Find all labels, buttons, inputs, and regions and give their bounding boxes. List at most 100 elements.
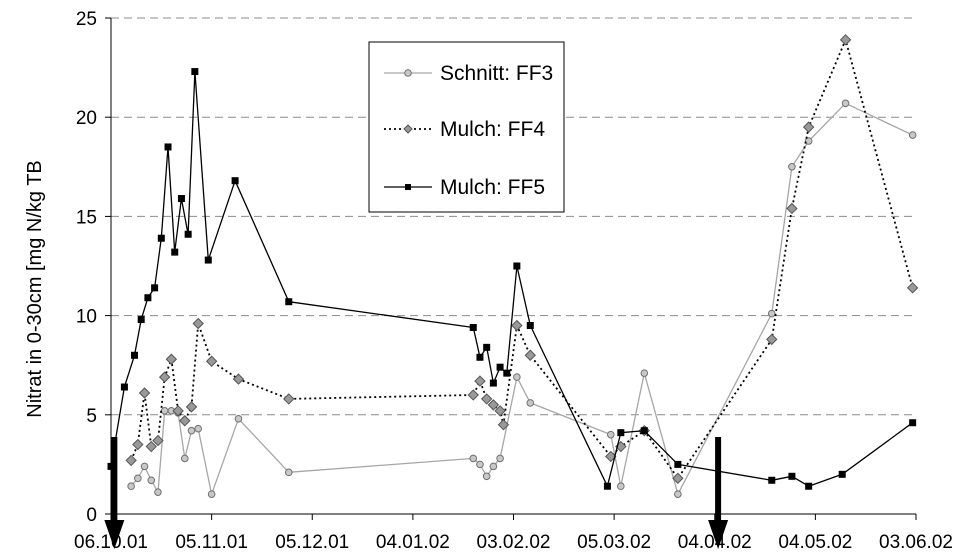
data-point: [503, 369, 511, 377]
data-point: [640, 369, 649, 377]
data-point: [482, 472, 491, 481]
data-point: [617, 429, 625, 437]
data-point: [120, 383, 128, 391]
data-point: [496, 363, 504, 371]
data-point: [513, 262, 521, 270]
data-point: [125, 454, 137, 467]
series-mulch-ff4: [125, 34, 919, 484]
data-point: [152, 434, 164, 447]
x-tick-label: 03.02.02: [477, 532, 551, 553]
data-point: [476, 460, 484, 469]
data-point: [207, 490, 216, 498]
data-point: [157, 234, 165, 242]
data-point: [640, 427, 648, 435]
data-point: [284, 468, 293, 477]
data-point: [804, 137, 813, 145]
data-point: [483, 343, 491, 351]
series-line: [110, 70, 913, 487]
x-tick-label: 04.05.02: [778, 532, 852, 553]
x-tick-label: 04.01.02: [376, 532, 450, 553]
data-point: [788, 163, 796, 171]
x-tick-label: 05.03.02: [577, 532, 651, 553]
data-point: [172, 405, 184, 417]
data-point: [487, 399, 500, 411]
data-point: [192, 317, 204, 330]
data-point: [151, 284, 159, 292]
data-point: [134, 474, 142, 483]
data-point: [283, 393, 295, 405]
data-point: [144, 294, 152, 302]
data-point: [476, 353, 484, 361]
y-tick-label: 25: [76, 9, 97, 30]
series-schnitt-ff3: [127, 99, 917, 498]
y-tick-label: 15: [76, 207, 97, 228]
data-point: [526, 399, 535, 407]
event-arrow-head: [104, 520, 125, 549]
data-point: [164, 143, 172, 151]
data-point: [231, 177, 239, 185]
legend-label-ff3: Schnitt: FF3: [440, 62, 553, 85]
data-point: [154, 488, 162, 496]
data-point: [786, 202, 798, 215]
event-arrow-head: [708, 520, 729, 549]
data-point: [285, 298, 293, 306]
data-point: [147, 476, 156, 485]
data-point: [672, 472, 684, 484]
data-point: [137, 316, 145, 324]
data-point: [191, 68, 199, 76]
data-point: [838, 470, 846, 478]
data-point: [158, 371, 171, 383]
data-point: [674, 460, 682, 468]
data-point: [674, 490, 682, 498]
data-point: [526, 322, 534, 330]
legend-marker-ff3: [404, 69, 412, 77]
data-point: [511, 319, 523, 332]
y-tick-label: 20: [76, 108, 97, 129]
data-point: [603, 482, 611, 490]
data-point: [497, 419, 510, 431]
data-point: [130, 351, 138, 359]
y-axis-title: Nitrat in 0-30cm [mg N/kg TB: [24, 160, 46, 417]
x-tick-label: 06.10.01: [74, 532, 148, 553]
data-point: [469, 324, 477, 332]
data-point: [767, 309, 776, 318]
data-point: [194, 424, 203, 433]
data-point: [805, 482, 813, 490]
data-point: [617, 482, 625, 491]
series: [107, 34, 919, 498]
data-point: [839, 34, 852, 46]
data-point: [605, 450, 617, 463]
legend-marker-ff4: [403, 124, 413, 134]
data-point: [908, 131, 917, 139]
data-point: [140, 462, 149, 471]
data-point: [788, 472, 796, 480]
data-point: [494, 405, 506, 417]
data-point: [524, 349, 536, 361]
legend-label-ff5: Mulch: FF5: [440, 176, 545, 199]
data-point: [205, 355, 218, 367]
data-point: [496, 454, 504, 463]
data-point: [768, 476, 776, 484]
data-point: [606, 430, 615, 439]
data-point: [171, 248, 179, 256]
data-point: [204, 256, 212, 264]
data-point: [489, 462, 498, 471]
data-point: [906, 282, 919, 294]
data-point: [107, 462, 115, 470]
data-point: [127, 482, 135, 491]
event-arrows: [104, 437, 729, 549]
data-point: [802, 121, 815, 133]
data-point: [489, 379, 497, 387]
y-tick-label: 0: [86, 505, 97, 526]
data-point: [474, 375, 486, 387]
event-arrow-shaft: [111, 437, 118, 525]
y-tick-label: 10: [76, 307, 97, 328]
y-tick-label: 5: [86, 406, 97, 427]
data-point: [138, 387, 151, 399]
axes: 0 5 10 15 20 25 06.10.01 05.11.01 05.12.01 04.01.…: [74, 9, 953, 553]
data-point: [184, 230, 192, 238]
x-tick-label: 05.11.01: [175, 532, 248, 553]
data-point: [185, 401, 198, 413]
data-point: [132, 438, 144, 451]
